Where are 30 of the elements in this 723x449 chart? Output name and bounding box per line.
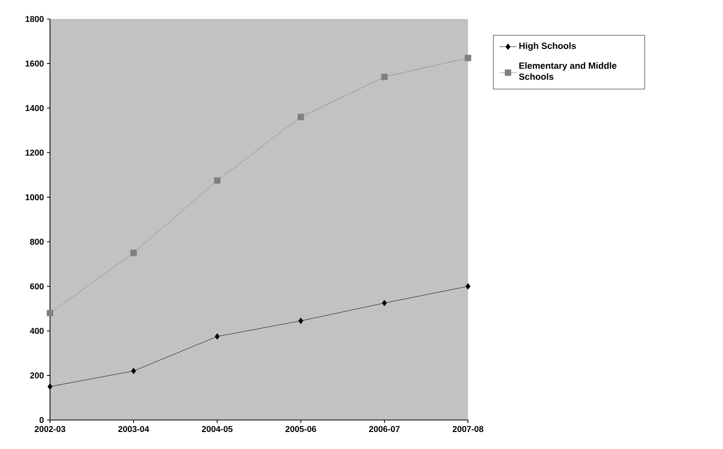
- point: [130, 250, 137, 256]
- y-tick-label: 1800: [26, 16, 44, 22]
- point: [214, 177, 220, 184]
- y-tick-label: 400: [30, 328, 44, 334]
- point: [46, 310, 54, 316]
- x-tick-label: 2003-04: [118, 426, 150, 432]
- y-tick-label: 600: [30, 283, 44, 290]
- y-tick-label: 0: [40, 416, 44, 423]
- point: [466, 283, 470, 290]
- point: [381, 74, 388, 80]
- point: [298, 114, 304, 120]
- x-tick-label: 2004-05: [202, 426, 233, 432]
- x-tick-label: 2002-03: [34, 426, 66, 432]
- point: [48, 383, 52, 390]
- point: [298, 318, 304, 324]
- legend-label: High Schools: [519, 42, 576, 51]
- y-tick-label: 1600: [26, 60, 44, 67]
- point: [464, 54, 472, 62]
- y-tick-label: 1200: [26, 150, 44, 156]
- point: [131, 368, 136, 374]
- y-tick-label: 200: [30, 372, 44, 378]
- x-tick-label: 2006-07: [369, 426, 400, 432]
- point: [214, 333, 220, 340]
- x-tick-label: 2007-08: [452, 426, 484, 432]
- x-tick-label: 2005-06: [286, 426, 316, 432]
- y-tick-label: 1400: [26, 105, 44, 112]
- y-tick-label: 1000: [26, 194, 44, 200]
- legend-label: Elementary and Middle Schools: [519, 62, 616, 80]
- point: [382, 300, 387, 306]
- y-tick-label: 800: [30, 238, 44, 245]
